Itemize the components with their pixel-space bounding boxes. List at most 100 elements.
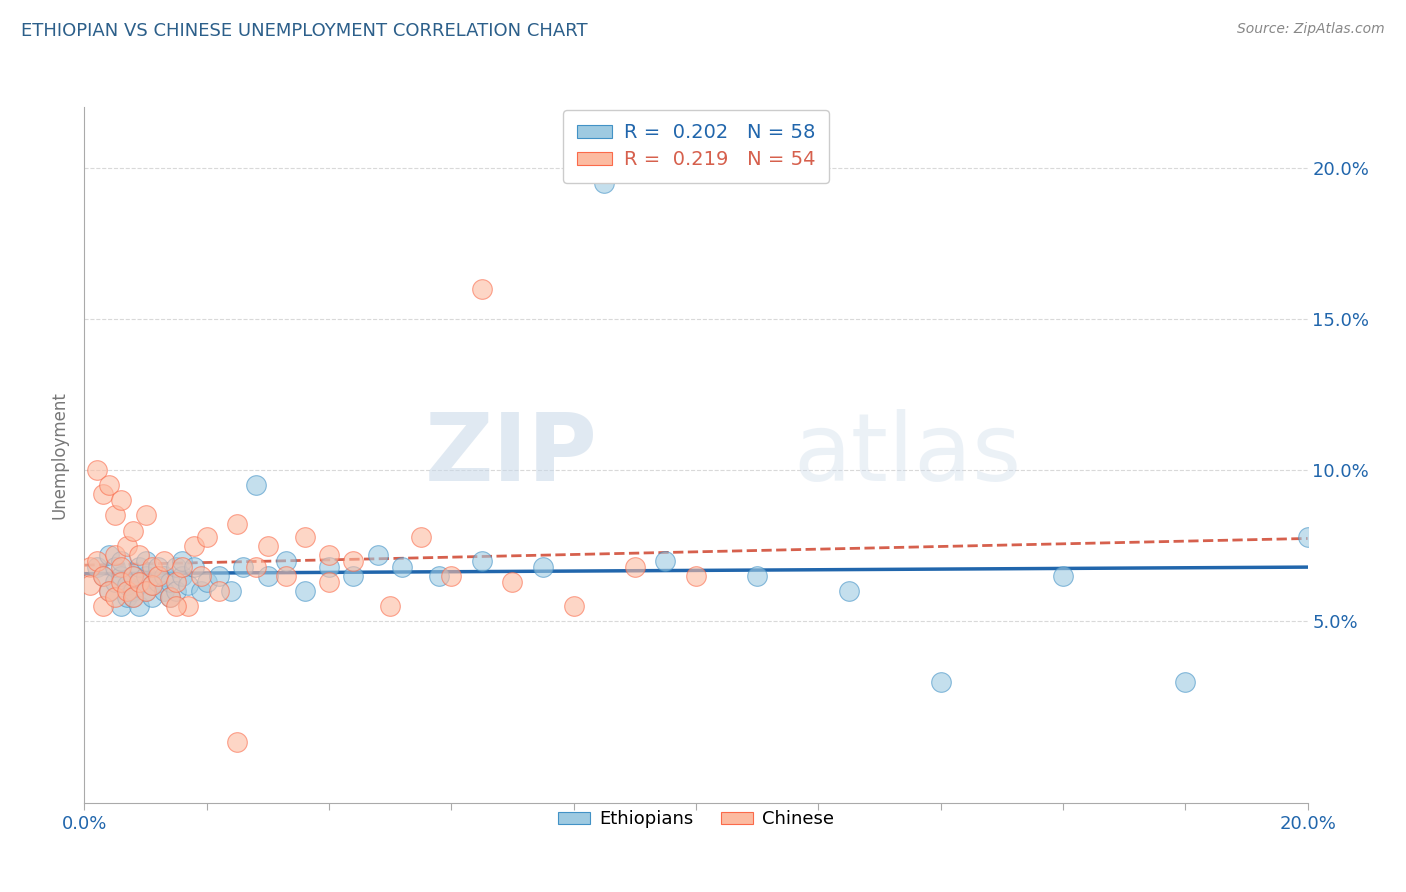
- Point: [122, 524, 145, 538]
- Point: [342, 554, 364, 568]
- Point: [104, 559, 127, 574]
- Point: [104, 574, 127, 589]
- Point: [128, 599, 150, 614]
- Point: [122, 584, 145, 599]
- Point: [219, 584, 242, 599]
- Point: [318, 548, 340, 562]
- Point: [195, 530, 218, 544]
- Point: [122, 590, 145, 604]
- Text: atlas: atlas: [794, 409, 1022, 501]
- Point: [276, 569, 298, 583]
- Point: [159, 590, 181, 604]
- Point: [440, 569, 463, 583]
- Point: [172, 569, 194, 583]
- Point: [929, 674, 952, 689]
- Point: [471, 554, 494, 568]
- Point: [146, 559, 169, 574]
- Point: [91, 569, 114, 583]
- Point: [245, 559, 267, 574]
- Point: [183, 539, 205, 553]
- Point: [342, 569, 364, 583]
- Point: [110, 493, 132, 508]
- Point: [318, 559, 340, 574]
- Point: [208, 584, 231, 599]
- Point: [294, 530, 316, 544]
- Point: [135, 569, 157, 583]
- Point: [141, 590, 163, 604]
- Point: [128, 574, 150, 589]
- Point: [110, 569, 132, 583]
- Point: [122, 569, 145, 583]
- Point: [135, 584, 157, 599]
- Point: [232, 559, 254, 574]
- Point: [86, 463, 108, 477]
- Point: [190, 584, 212, 599]
- Point: [97, 584, 120, 599]
- Point: [531, 559, 554, 574]
- Point: [110, 554, 132, 568]
- Point: [172, 559, 194, 574]
- Point: [165, 584, 187, 599]
- Point: [91, 599, 114, 614]
- Point: [141, 578, 163, 592]
- Point: [391, 559, 413, 574]
- Point: [562, 599, 585, 614]
- Point: [153, 554, 176, 568]
- Point: [146, 574, 169, 589]
- Point: [409, 530, 432, 544]
- Point: [226, 735, 249, 749]
- Point: [177, 599, 200, 614]
- Point: [190, 569, 212, 583]
- Point: [177, 578, 200, 592]
- Point: [159, 574, 181, 589]
- Point: [110, 599, 132, 614]
- Point: [86, 559, 108, 574]
- Point: [593, 176, 616, 190]
- Point: [79, 559, 101, 574]
- Point: [135, 508, 157, 523]
- Point: [97, 478, 120, 492]
- Point: [380, 599, 402, 614]
- Point: [1052, 569, 1074, 583]
- Point: [276, 554, 298, 568]
- Point: [104, 508, 127, 523]
- Point: [115, 539, 138, 553]
- Point: [110, 574, 132, 589]
- Text: Source: ZipAtlas.com: Source: ZipAtlas.com: [1237, 22, 1385, 37]
- Text: ZIP: ZIP: [425, 409, 598, 501]
- Point: [128, 574, 150, 589]
- Point: [115, 590, 138, 604]
- Point: [122, 569, 145, 583]
- Point: [110, 559, 132, 574]
- Point: [685, 569, 707, 583]
- Point: [86, 554, 108, 568]
- Point: [165, 574, 187, 589]
- Text: ETHIOPIAN VS CHINESE UNEMPLOYMENT CORRELATION CHART: ETHIOPIAN VS CHINESE UNEMPLOYMENT CORREL…: [21, 22, 588, 40]
- Point: [502, 574, 524, 589]
- Point: [183, 559, 205, 574]
- Point: [1296, 530, 1319, 544]
- Point: [165, 559, 187, 574]
- Point: [427, 569, 450, 583]
- Point: [208, 569, 231, 583]
- Point: [367, 548, 389, 562]
- Point: [159, 590, 181, 604]
- Point: [226, 517, 249, 532]
- Point: [172, 554, 194, 568]
- Point: [165, 599, 187, 614]
- Point: [135, 554, 157, 568]
- Point: [91, 487, 114, 501]
- Point: [79, 578, 101, 592]
- Point: [257, 569, 280, 583]
- Point: [104, 548, 127, 562]
- Point: [153, 584, 176, 599]
- Point: [91, 569, 114, 583]
- Point: [1174, 674, 1197, 689]
- Point: [294, 584, 316, 599]
- Point: [747, 569, 769, 583]
- Point: [257, 539, 280, 553]
- Point: [141, 559, 163, 574]
- Point: [195, 574, 218, 589]
- Point: [318, 574, 340, 589]
- Y-axis label: Unemployment: Unemployment: [51, 391, 69, 519]
